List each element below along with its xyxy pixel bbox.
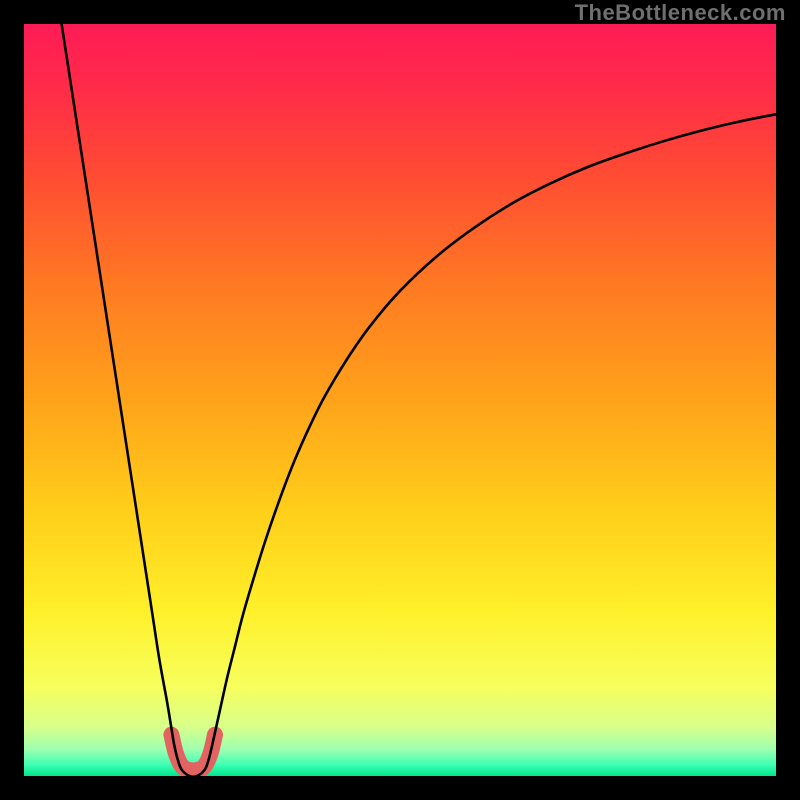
bottleneck-chart (0, 0, 800, 800)
frame-bottom (0, 776, 800, 800)
stage: TheBottleneck.com (0, 0, 800, 800)
frame-right (776, 0, 800, 800)
gradient-background (24, 24, 776, 776)
watermark-text: TheBottleneck.com (575, 0, 786, 26)
frame-left (0, 0, 24, 800)
